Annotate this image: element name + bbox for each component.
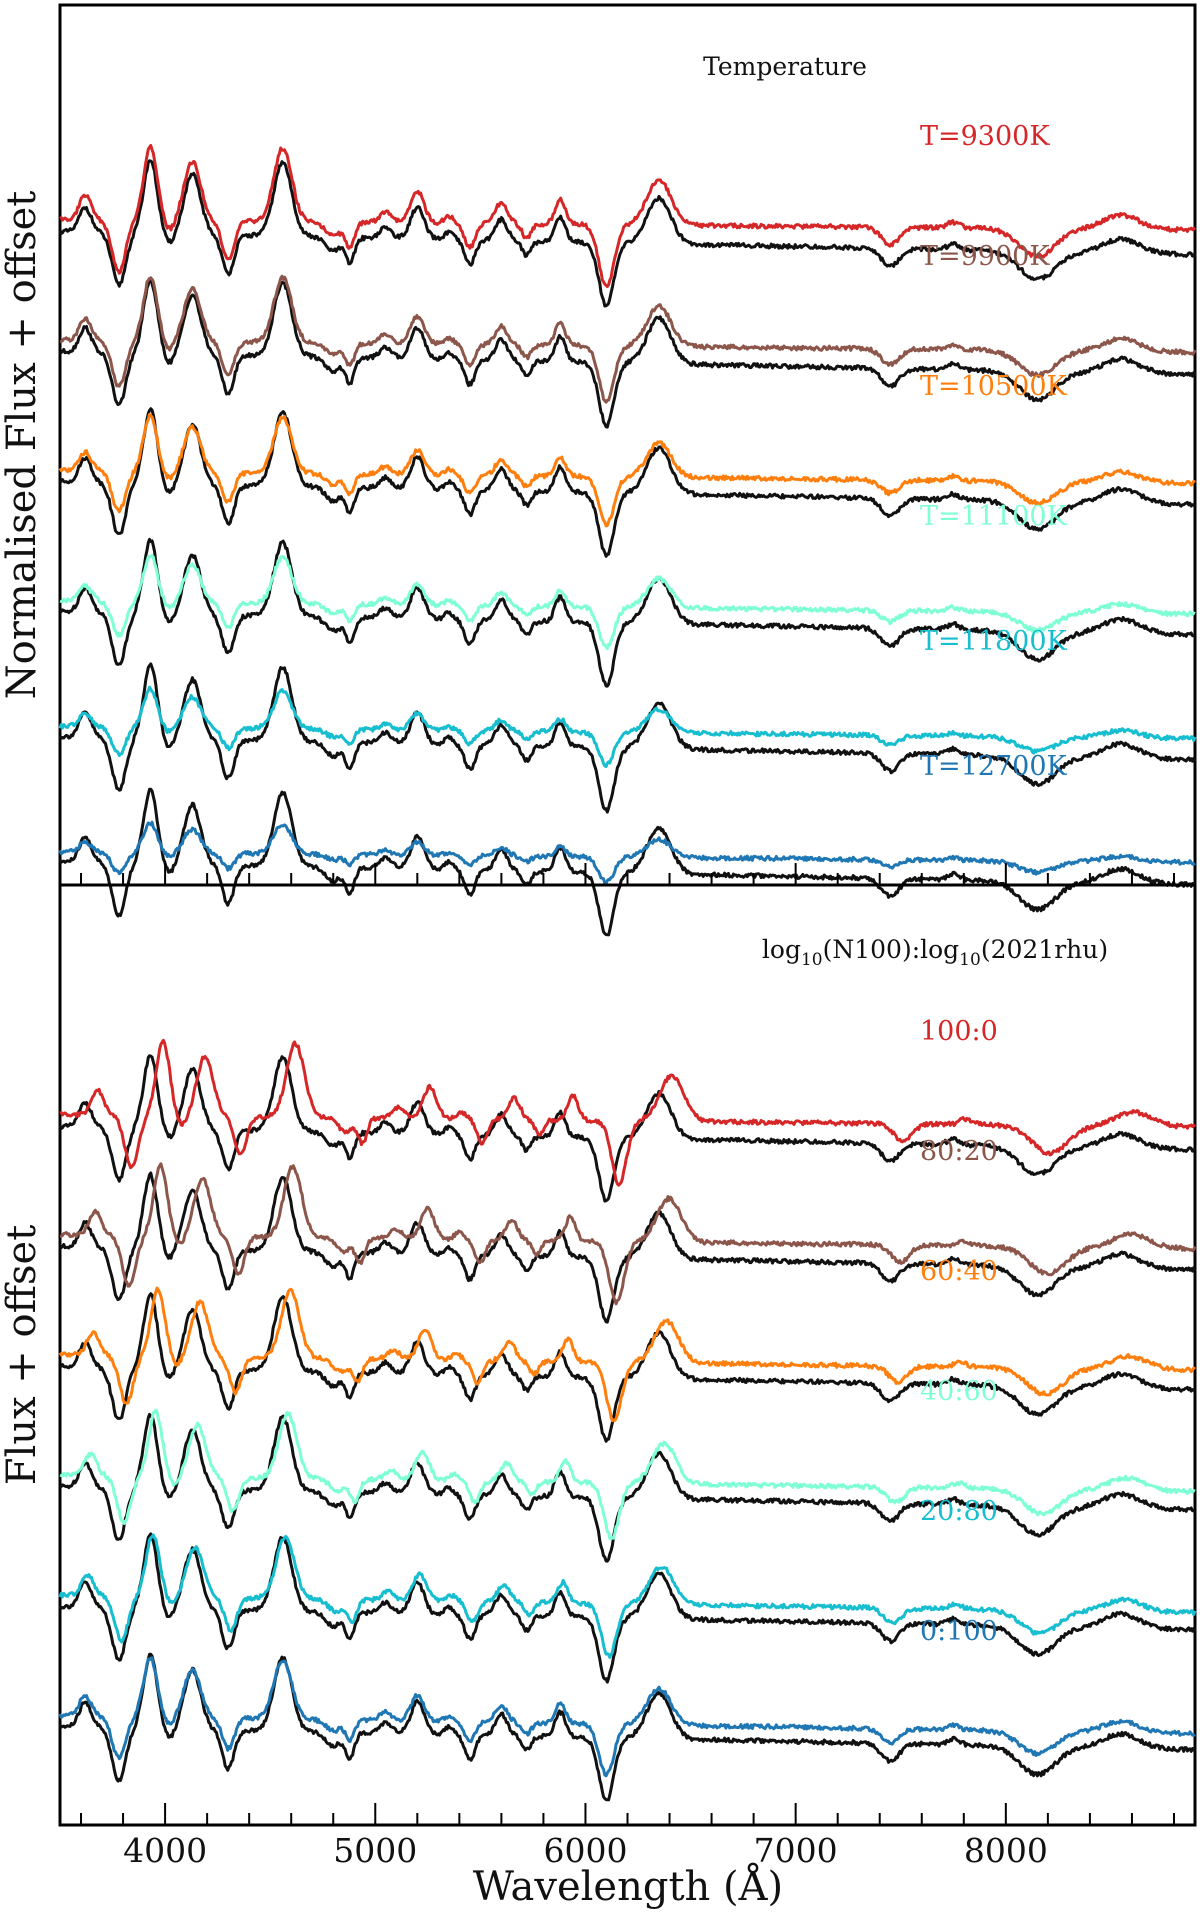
reference-spectrum-line [58, 662, 1197, 814]
reference-spectrum-line [58, 159, 1197, 308]
top-x-ticks [80, 863, 1175, 885]
x-axis-label: Wavelength (Å) [473, 1863, 783, 1910]
reference-spectrum-line [58, 1532, 1197, 1684]
series-label: T=9900K [920, 241, 1050, 272]
top-panel-title: Temperature [703, 52, 867, 81]
series-label: 20:80 [920, 1496, 998, 1527]
bottom-panel-frame [58, 883, 1197, 1827]
model-spectrum-line [58, 412, 1196, 528]
bottom-spectra-lines [58, 1038, 1197, 1802]
model-spectrum-line [59, 144, 1197, 288]
bottom-y-axis-label: Flux + offset [0, 1225, 45, 1486]
model-spectrum-line [59, 1408, 1196, 1541]
mixing-panel: log10(N100):log10(2021rhu) 100:080:2060:… [58, 883, 1197, 1870]
reference-spectrum-line [58, 1292, 1196, 1443]
model-spectrum-line [58, 685, 1197, 768]
model-spectrum-line [59, 1162, 1197, 1306]
x-tick-label: 6000 [543, 1831, 627, 1870]
series-label: 60:40 [920, 1256, 998, 1287]
series-label: T=10500K [920, 371, 1068, 402]
title-sub-a: 10 [801, 950, 823, 970]
reference-spectrum-line [58, 407, 1196, 558]
top-y-axis-label: Normalised Flux + offset [0, 191, 45, 700]
bottom-panel-title: log10(N100):log10(2021rhu) [762, 935, 1108, 970]
model-spectrum-line [58, 1656, 1196, 1778]
model-spectrum-line [58, 1286, 1196, 1423]
reference-spectrum-line [58, 1652, 1197, 1802]
title-part-c: (2021rhu) [981, 935, 1108, 964]
series-label: T=11100K [920, 501, 1068, 532]
temperature-panel: Temperature T=9300K T=9900K T=10500K T=1110… [58, 3, 1197, 937]
model-spectrum-line [59, 554, 1196, 651]
model-spectrum-line [58, 1533, 1197, 1659]
bottom-series-labels: 100:0 80:20 60:40 40:60 20:80 0:100 [920, 1016, 998, 1647]
top-spectra-lines [58, 144, 1197, 937]
model-spectrum-line [59, 274, 1197, 404]
reference-spectrum-line [59, 1412, 1196, 1563]
top-series-labels: T=9300K T=9900K T=10500K T=11100K T=11800K T=… [920, 121, 1068, 782]
series-label: 40:60 [920, 1376, 998, 1407]
reference-spectrum-line [59, 276, 1197, 429]
x-tick-label: 8000 [964, 1831, 1048, 1870]
model-spectrum-line [59, 1038, 1197, 1187]
series-label: T=9300K [920, 121, 1050, 152]
title-part-log-b: (N100):log [823, 935, 960, 964]
bottom-x-ticks [80, 1803, 1175, 1825]
x-tick-label: 7000 [754, 1831, 838, 1870]
x-tick-labels: 4000 5000 6000 7000 8000 [123, 1831, 1048, 1870]
x-tick-label: 5000 [333, 1831, 417, 1870]
x-tick-label: 4000 [123, 1831, 207, 1870]
series-label: T=12700K [920, 751, 1068, 782]
series-label: 100:0 [920, 1016, 998, 1047]
series-label: 80:20 [920, 1136, 998, 1167]
series-label: 0:100 [920, 1616, 998, 1647]
reference-spectrum-line [59, 537, 1196, 688]
reference-spectrum-line [58, 787, 1197, 937]
title-sub-b: 10 [959, 950, 981, 970]
title-part-log-a: log [762, 935, 801, 964]
series-label: T=11800K [920, 626, 1068, 657]
